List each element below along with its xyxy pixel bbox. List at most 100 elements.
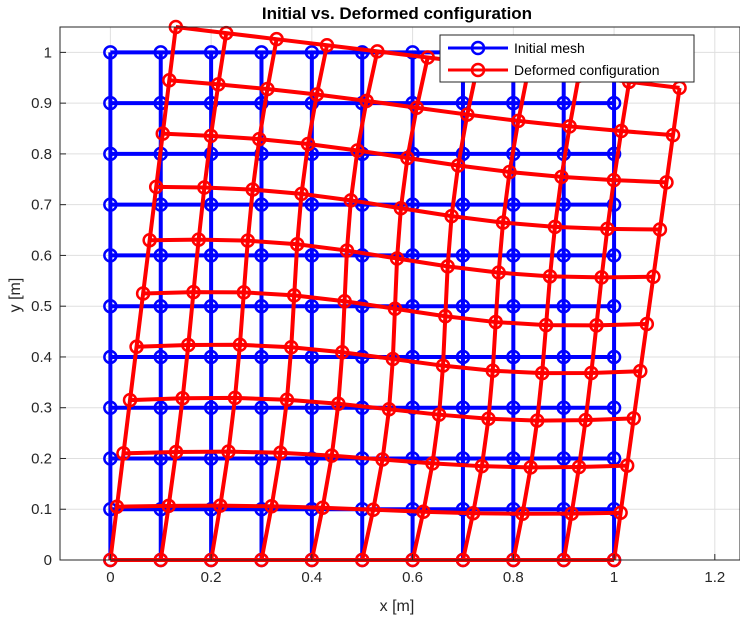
mesh-node — [103, 197, 118, 212]
ticks: 0 0.2 0.4 0.6 0.8 1 1.2 0 0.1 0.2 0.3 0.4 0.5 0.6 0.7 0… — [31, 44, 725, 586]
mesh-node — [203, 400, 219, 415]
x-tick-label: 0.8 — [503, 569, 524, 586]
mesh-node — [534, 365, 550, 381]
mesh-node — [203, 298, 219, 314]
mesh-node — [444, 208, 459, 224]
mesh-column-line — [410, 63, 481, 561]
mesh-node — [556, 248, 571, 263]
mesh-node — [665, 127, 681, 143]
mesh-node — [562, 119, 577, 134]
mesh-node — [385, 351, 401, 367]
chart-title: Initial vs. Deformed configuration — [262, 4, 532, 23]
x-tick-label: 0.2 — [201, 569, 222, 586]
mesh-node — [571, 459, 587, 475]
mesh-node — [335, 345, 350, 360]
mesh-node — [168, 444, 184, 460]
mesh-node — [304, 298, 320, 314]
y-tick-label: 0.9 — [31, 95, 52, 112]
mesh-node — [465, 505, 481, 521]
mesh-node — [331, 396, 346, 412]
mesh-node — [337, 293, 352, 309]
mesh-node — [350, 143, 365, 158]
mesh-node — [450, 158, 466, 173]
mesh-node — [506, 197, 521, 212]
mesh-node — [103, 298, 118, 314]
mesh-node — [626, 411, 641, 426]
mesh-column-line — [309, 50, 380, 561]
mesh-node — [365, 502, 381, 517]
mesh-node — [393, 200, 409, 216]
mesh-node — [186, 284, 201, 300]
mesh-node — [506, 400, 521, 415]
mesh-node — [294, 186, 309, 202]
mesh-node — [425, 456, 440, 471]
mesh-node — [319, 38, 335, 53]
mesh-node — [309, 87, 325, 102]
mesh-node — [652, 222, 668, 237]
mesh-node — [203, 349, 219, 365]
mesh-node — [491, 265, 506, 280]
x-tick-label: 0.4 — [301, 569, 322, 586]
legend-label-deformed: Deformed configuration — [514, 62, 660, 78]
mesh-node — [240, 233, 256, 248]
mesh-node — [122, 392, 138, 408]
mesh-node — [254, 349, 269, 365]
mesh-node — [594, 270, 609, 285]
mesh-column-line — [511, 75, 581, 561]
mesh-node — [211, 77, 226, 92]
mesh-node — [389, 251, 405, 266]
mesh-node — [153, 248, 168, 263]
mesh-column-line — [360, 57, 430, 561]
mesh-node — [203, 128, 219, 144]
mesh-node — [162, 73, 177, 88]
mesh-node — [339, 243, 355, 258]
mesh-node — [279, 392, 295, 407]
mesh-node — [523, 460, 538, 475]
mesh-node — [264, 499, 279, 514]
mesh-node — [324, 448, 340, 463]
mesh-node — [455, 349, 471, 365]
mesh-node — [405, 45, 420, 60]
mesh-node — [142, 232, 157, 248]
mesh-node — [254, 197, 269, 212]
mesh-node — [254, 400, 269, 415]
mesh-node — [304, 197, 320, 212]
mesh-node — [227, 390, 243, 406]
mesh-node — [589, 318, 604, 333]
mesh-node — [506, 349, 521, 365]
mesh-node — [254, 248, 269, 263]
mesh-node — [606, 95, 622, 111]
mesh-node — [254, 45, 269, 60]
mesh-node — [381, 401, 397, 417]
mesh-node — [633, 363, 648, 379]
mesh-node — [135, 286, 151, 301]
mesh-column-line — [158, 32, 229, 561]
mesh-node — [289, 237, 305, 252]
mesh-node — [606, 400, 622, 415]
mesh-node — [103, 45, 118, 60]
plot-frame — [59, 26, 740, 561]
mesh-column-line — [612, 87, 682, 561]
mesh-node — [103, 248, 118, 263]
mesh-node — [584, 365, 599, 381]
mesh-node — [438, 308, 453, 324]
mesh-node — [304, 45, 320, 60]
legend-marker-deformed — [470, 62, 486, 78]
x-tick-label: 1.2 — [704, 569, 725, 586]
mesh-node — [254, 95, 269, 111]
mesh-node — [564, 506, 579, 521]
mesh-node — [606, 197, 622, 212]
mesh-node — [440, 259, 455, 274]
mesh-node — [191, 232, 206, 247]
mesh-node — [502, 164, 517, 180]
mesh-node — [181, 337, 196, 353]
mesh-node — [254, 298, 269, 314]
mesh-node — [103, 349, 118, 365]
mesh-column-line — [209, 38, 279, 561]
mesh-node — [435, 358, 451, 373]
mesh-node — [578, 412, 593, 428]
mesh-node — [103, 146, 118, 162]
y-axis-label: y [m] — [7, 278, 24, 313]
mesh-node — [148, 179, 164, 195]
